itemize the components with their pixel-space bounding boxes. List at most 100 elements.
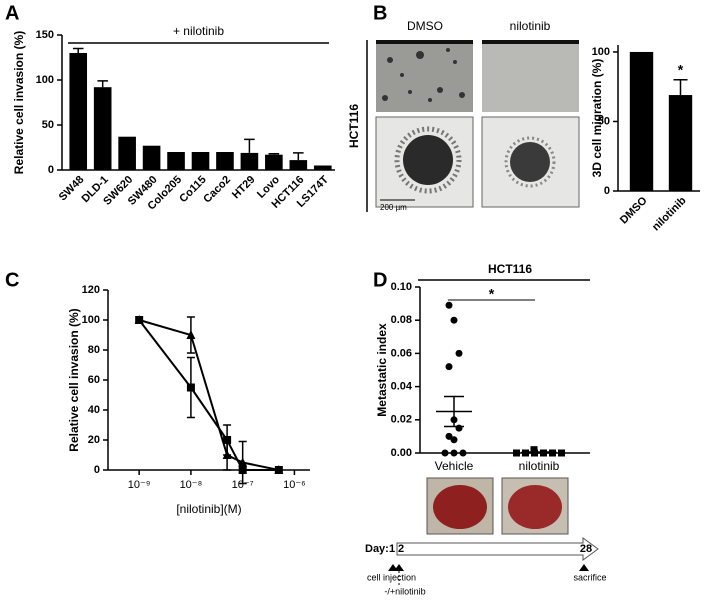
bar bbox=[191, 152, 210, 170]
liver bbox=[433, 485, 487, 529]
point bbox=[455, 424, 463, 432]
event-label: -/+nilotinib bbox=[384, 586, 425, 596]
y-tick-label: 100 bbox=[592, 46, 610, 58]
y-axis-label: Relative cell invasion (%) bbox=[67, 308, 81, 451]
x-axis-label: [nilotinib](M) bbox=[176, 502, 241, 516]
point bbox=[459, 449, 467, 457]
x-tick-label: 10⁻⁶ bbox=[283, 479, 306, 491]
error-bar bbox=[244, 138, 255, 153]
chart-title: HCT116 bbox=[488, 262, 532, 276]
day: 2 bbox=[398, 543, 404, 555]
y-tick-label: 0 bbox=[48, 164, 54, 176]
y-axis-label: Metastatic index bbox=[375, 323, 389, 417]
bar bbox=[629, 51, 654, 192]
day: 28 bbox=[580, 543, 592, 555]
error-bar bbox=[97, 80, 108, 88]
marker bbox=[222, 450, 232, 459]
point bbox=[441, 449, 449, 457]
marker bbox=[134, 315, 144, 324]
error-bar bbox=[223, 439, 232, 471]
point bbox=[450, 449, 458, 457]
y-tick-label: 120 bbox=[82, 284, 100, 296]
x-tick-label: 10⁻⁹ bbox=[128, 479, 151, 491]
y-tick-label: 0 bbox=[94, 464, 100, 476]
image bbox=[376, 40, 473, 112]
error-bar bbox=[72, 47, 84, 53]
bar bbox=[240, 152, 259, 170]
point bbox=[445, 363, 453, 371]
liver bbox=[508, 485, 562, 529]
spheroid bbox=[403, 135, 453, 185]
point bbox=[450, 316, 458, 324]
y-tick-label: 0.08 bbox=[391, 314, 412, 326]
bar bbox=[142, 145, 161, 170]
bar bbox=[289, 160, 308, 170]
y-tick-label: 80 bbox=[88, 344, 100, 356]
image bbox=[482, 40, 579, 112]
y-tick-label: 40 bbox=[88, 404, 100, 416]
error-bar bbox=[223, 424, 232, 456]
x-tick-label: Vehicle bbox=[435, 459, 474, 473]
y-tick-label: 50 bbox=[598, 115, 610, 127]
event-markers bbox=[388, 564, 589, 571]
column-label: DMSO bbox=[407, 19, 443, 33]
annotation: * bbox=[678, 61, 684, 77]
bar bbox=[216, 152, 234, 170]
marker bbox=[186, 383, 195, 392]
spheroid bbox=[510, 142, 550, 182]
timeline-arrow bbox=[396, 537, 599, 561]
row-label: HCT116 bbox=[347, 104, 361, 148]
x-tick-label: 10⁻⁷ bbox=[232, 479, 254, 491]
error-bar bbox=[293, 152, 304, 161]
data-line bbox=[138, 319, 280, 471]
y-tick-label: 0.06 bbox=[391, 347, 412, 359]
mean-sem bbox=[521, 451, 557, 454]
y-tick-label: 100 bbox=[82, 314, 100, 326]
marker bbox=[238, 457, 248, 467]
day: 1 bbox=[389, 543, 395, 555]
panel-letter: C bbox=[5, 269, 19, 291]
x-tick-label: DMSO bbox=[618, 194, 650, 226]
marker bbox=[274, 465, 284, 474]
annotation: + nilotinib bbox=[173, 24, 224, 38]
point bbox=[513, 449, 520, 457]
y-tick-label: 20 bbox=[88, 434, 100, 446]
bar bbox=[118, 136, 136, 170]
annotation: * bbox=[489, 286, 495, 302]
y-tick-label: 100 bbox=[36, 74, 54, 86]
event-label: cell injection bbox=[367, 572, 416, 582]
bar bbox=[313, 165, 332, 170]
y-tick-label: 150 bbox=[36, 29, 54, 41]
error-bar bbox=[673, 79, 688, 96]
y-tick-label: 50 bbox=[42, 119, 54, 131]
point bbox=[445, 432, 453, 440]
scale-bar-label: 200 µm bbox=[380, 203, 407, 212]
y-tick-label: 0.00 bbox=[391, 447, 412, 459]
bar bbox=[93, 87, 112, 170]
microscopy-images: HCT116 DMSO nilotinib 200 µm bbox=[347, 19, 580, 212]
y-tick-label: 60 bbox=[88, 374, 100, 386]
y-tick-label: 0.04 bbox=[391, 381, 413, 393]
point bbox=[455, 349, 463, 357]
liver-images bbox=[426, 477, 569, 535]
panel-letter: A bbox=[5, 2, 19, 24]
x-tick-label: HT29 bbox=[230, 174, 258, 202]
event-label: sacrifice bbox=[573, 572, 606, 582]
error-bar bbox=[186, 316, 195, 354]
error-bar bbox=[238, 440, 247, 485]
bar bbox=[668, 95, 693, 191]
y-axis-label: 3D cell migration (%) bbox=[590, 59, 604, 178]
x-tick-label: Caco2 bbox=[201, 174, 233, 206]
panel-letter: D bbox=[373, 269, 387, 291]
point bbox=[445, 301, 453, 309]
point bbox=[450, 436, 458, 444]
day-label: Day: bbox=[365, 543, 389, 555]
x-tick-label: nilotinib bbox=[519, 459, 560, 473]
bar bbox=[167, 152, 185, 170]
point bbox=[558, 449, 565, 457]
column-label: nilotinib bbox=[510, 19, 551, 33]
error-bar bbox=[186, 356, 195, 419]
bar bbox=[69, 53, 88, 170]
timeline: Day: 1 2 28 cell injection -/+nilotinib … bbox=[365, 537, 607, 596]
